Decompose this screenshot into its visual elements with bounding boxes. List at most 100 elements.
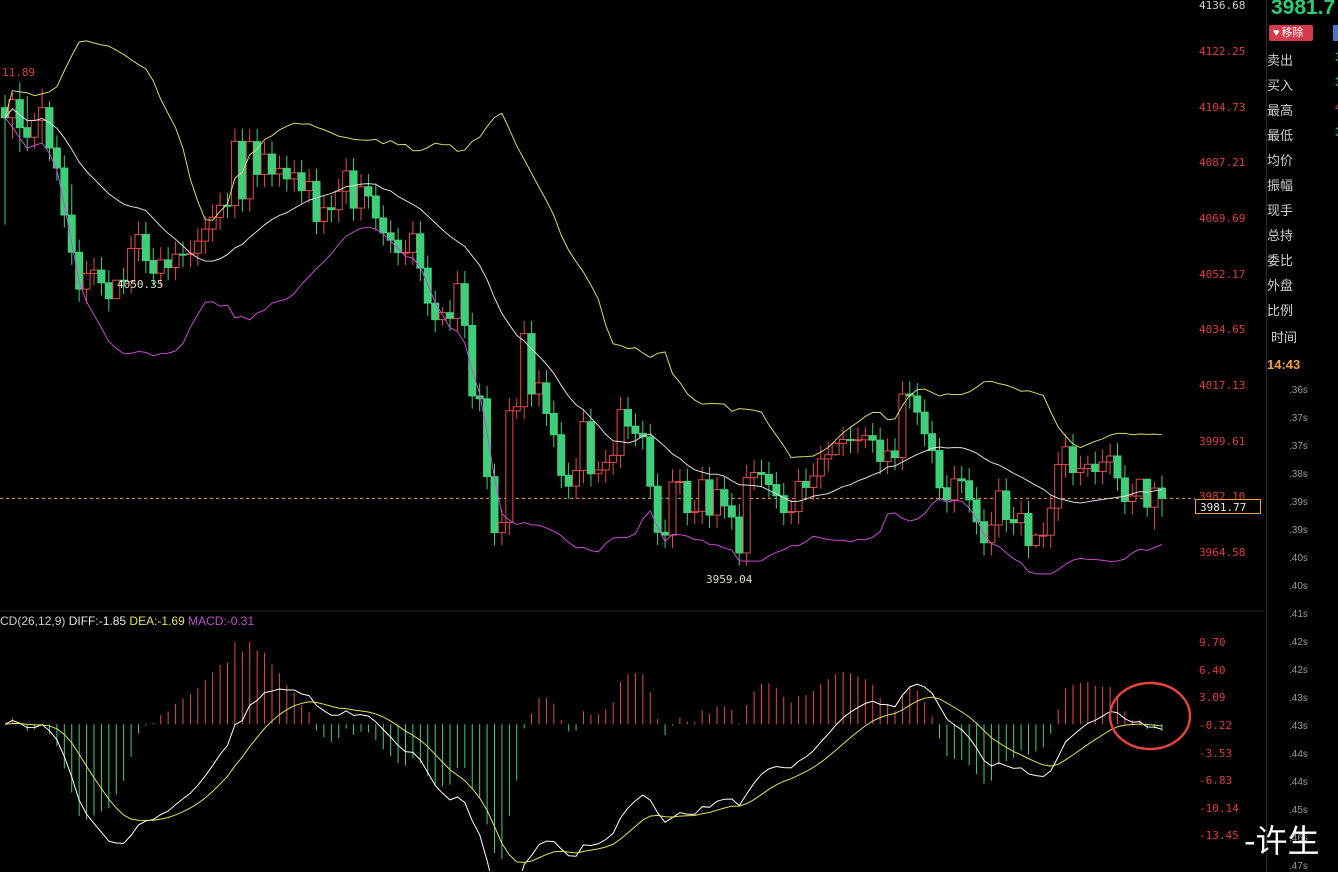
quote-row-label: 现手 [1267,203,1294,218]
candle-body [839,438,848,444]
candle-body [371,195,380,219]
candle-body [646,436,655,487]
quote-row-label: 均价 [1267,153,1294,168]
candle-body [483,398,492,478]
candle-body [1002,490,1011,521]
macd-dea: DEA:-1.69 [129,614,185,628]
candle-body [787,511,796,514]
macd-tick-label: -6.83 [1199,774,1233,788]
tick-row: .44s [1289,749,1308,760]
candle-body [542,382,551,414]
candle-body [549,412,558,436]
price-tick-label: 4034.65 [1199,323,1246,337]
candle-body [179,253,187,256]
candle-body [816,458,825,477]
candle-body [594,469,603,475]
tick-row: .40s [1289,581,1308,592]
quote-row-value: 3 [1335,75,1338,89]
candle-body [779,495,788,514]
candle-body [1135,478,1144,497]
price-tick-label: 3964.58 [1199,546,1246,559]
candle-body [156,259,165,274]
watermark: -许生 [1244,822,1320,860]
candle-body [1120,477,1129,502]
candle-body [208,216,217,230]
candle-body [490,476,499,534]
tick-row: .37s [1289,441,1308,452]
quote-row-value: 3 [1335,50,1338,64]
tick-row: .47s [1289,861,1308,872]
quote-row-label: 最低 [1267,128,1294,143]
tick-row: .42s [1289,665,1308,676]
candle-body [305,180,314,192]
candle-body [1128,495,1137,502]
price-tick-label: 4122.25 [1199,44,1246,58]
candle-body [994,490,1003,526]
candle-body [67,214,76,253]
quote-row-label: 最高 [1267,103,1294,118]
candle-body [757,472,766,475]
candle-body [727,505,736,518]
remove-button[interactable]: ♥ 移除 [1269,25,1313,41]
candle-body [245,141,254,200]
candle-body [831,442,840,456]
candle-body [475,395,484,400]
candle-body [972,499,981,523]
candle-body [928,433,937,452]
price-tick-label: 3999.61 [1199,434,1246,448]
candle-body [416,233,425,269]
candle-body [764,473,773,486]
candle-body [735,516,744,554]
candle-body [1076,467,1085,474]
candle-body [453,283,462,319]
macd-value: MACD:-0.31 [188,614,255,628]
candle-body [201,228,210,242]
candle-body [1017,513,1026,524]
macd-tick-label: 9.70 [1199,636,1226,650]
tick-row: .46s [1289,833,1308,844]
quote-row-label: 卖出 [1267,53,1294,68]
candle-body [127,247,136,283]
candle-body [891,450,899,459]
candle-body [750,472,759,479]
candle-body [965,480,974,501]
tick-row: .41s [1289,609,1308,620]
candle-body [1009,519,1018,524]
candle-body [60,167,69,216]
tick-row: .36s [1289,385,1308,396]
candle-body [631,425,640,434]
candle-body [913,395,922,413]
candle-body [802,480,810,488]
candle-body [423,267,432,304]
candle-body [141,233,150,262]
candle-body [1039,534,1048,537]
candle-body [564,474,573,487]
candle-body [379,217,388,234]
candle-body [275,167,284,175]
tick-row: .40s [1289,553,1308,564]
quote-row-value: 3 [1335,125,1338,139]
candle-body [609,454,618,463]
candle-body [52,147,61,169]
extra-button[interactable] [1333,25,1338,41]
candle-body [319,207,328,222]
diff-line [4,683,1163,871]
price-tick-label: 4087.21 [1199,156,1246,170]
band-mid-line [4,108,1163,504]
price-tick-label: 4052.17 [1199,267,1246,281]
candle-body [809,475,818,488]
candle-body [705,479,714,516]
band-lower-line [4,117,1163,575]
candle-body [193,240,202,254]
candle-body [1143,478,1152,508]
candle-body [260,153,269,175]
quote-row-label: 买入 [1267,78,1294,93]
heart-icon: ♥ [1273,27,1280,39]
candle-body [742,477,751,554]
candle-body [950,478,959,501]
candle-body [97,269,106,284]
candle-body [868,435,877,441]
tick-row: .38s [1289,469,1308,480]
